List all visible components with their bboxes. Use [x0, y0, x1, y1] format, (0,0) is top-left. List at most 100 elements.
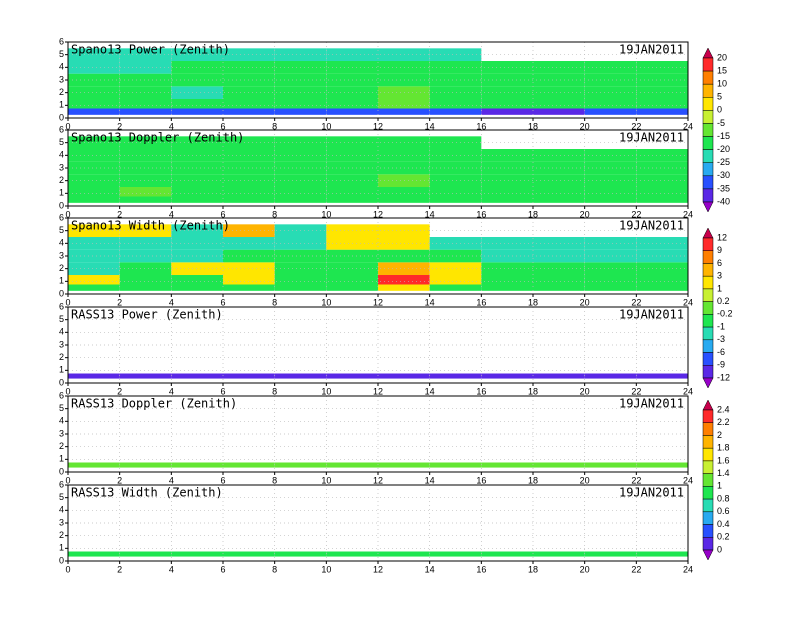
x-tick-label: 16	[476, 297, 486, 307]
heat-cell	[119, 275, 172, 285]
x-tick-label: 8	[272, 209, 277, 219]
x-tick-label: 20	[580, 209, 590, 219]
heat-cell	[68, 61, 120, 74]
heat-cell	[481, 99, 533, 109]
heat-cell	[378, 73, 430, 87]
heat-cell	[429, 108, 482, 115]
x-tick-label: 24	[683, 297, 693, 307]
heat-cell	[68, 99, 120, 109]
colorbar-segment	[702, 326, 714, 341]
colorbar-label: 9	[717, 245, 722, 255]
heat-cell	[429, 262, 482, 275]
y-tick-label: 2	[59, 441, 64, 451]
heat-cell	[119, 262, 172, 275]
colorbar-label: 0.6	[717, 506, 730, 516]
colorbar-segment	[702, 352, 714, 366]
x-tick-label: 2	[117, 386, 122, 396]
y-tick-label: 2	[59, 87, 64, 97]
heat-cell	[223, 551, 275, 557]
heat-cell	[171, 149, 223, 162]
heat-cell	[584, 99, 637, 109]
heat-cell	[68, 108, 120, 115]
y-tick-label: 0	[59, 377, 64, 387]
x-tick-label: 4	[169, 564, 174, 574]
x-tick-label: 24	[683, 475, 693, 485]
heat-cell	[68, 224, 120, 237]
heat-cell	[378, 262, 430, 275]
heat-cell	[171, 551, 223, 557]
heat-cell	[378, 196, 430, 203]
y-tick-label: 5	[59, 137, 64, 147]
heat-cell	[119, 108, 172, 115]
colorbar-label: 2	[717, 430, 722, 440]
x-tick-label: 22	[631, 475, 641, 485]
x-tick-label: 8	[272, 386, 277, 396]
heat-cell	[171, 86, 223, 99]
x-tick-label: 20	[580, 121, 590, 131]
heat-cell	[584, 373, 637, 379]
y-tick-label: 4	[59, 62, 64, 72]
heat-cell	[429, 237, 482, 250]
heat-cell	[119, 61, 172, 74]
colorbar-label: -3	[717, 334, 725, 344]
panel-title: RASS13 Power (Zenith)	[71, 308, 223, 322]
heat-cell	[326, 462, 378, 468]
heat-cell	[481, 187, 533, 197]
panel-title: Spano13 Width (Zenith)	[71, 219, 230, 233]
heat-cell	[584, 73, 637, 87]
heat-cell	[223, 284, 275, 291]
heat-cell	[171, 237, 223, 250]
panel-frame	[67, 217, 689, 295]
y-tick-label: 0	[59, 112, 64, 122]
heat-cell	[378, 99, 430, 109]
colorbar-label: -1	[717, 321, 725, 331]
heat-cell	[378, 551, 430, 557]
heat-cell	[481, 551, 533, 557]
y-tick-label: 6	[59, 479, 64, 489]
heat-cell	[171, 99, 223, 109]
panel-title: RASS13 Doppler (Zenith)	[71, 397, 237, 411]
heat-cell	[533, 249, 585, 263]
x-tick-label: 6	[220, 209, 225, 219]
y-tick-label: 5	[59, 225, 64, 235]
heat-cell	[326, 196, 378, 203]
heat-cell	[171, 249, 223, 263]
colorbar-label: 2.4	[717, 404, 730, 414]
heat-cell	[533, 61, 585, 74]
panel-frame	[67, 41, 689, 119]
heat-cell	[481, 149, 533, 162]
heat-cell	[119, 174, 172, 187]
heat-cell	[119, 136, 172, 149]
heat-cell	[636, 249, 688, 263]
x-tick-label: 4	[169, 475, 174, 485]
heat-cell	[119, 224, 172, 237]
x-tick-label: 12	[373, 297, 383, 307]
heat-cell	[326, 551, 378, 557]
y-tick-label: 3	[59, 162, 64, 172]
x-tick-label: 0	[65, 564, 70, 574]
x-tick-label: 14	[425, 564, 435, 574]
heat-cell	[378, 86, 430, 99]
x-tick-label: 18	[528, 209, 538, 219]
heat-cell	[533, 196, 585, 203]
colorbar-label: 0.2	[717, 296, 730, 306]
heat-cell	[584, 284, 637, 291]
heat-cell	[68, 48, 120, 61]
colorbar-arrow	[702, 227, 714, 239]
colorbar-segment	[702, 486, 714, 500]
heat-cell	[119, 149, 172, 162]
colorbar-segment	[702, 473, 714, 487]
panel-title: Spano13 Doppler (Zenith)	[71, 131, 244, 145]
heat-cell	[223, 275, 275, 285]
heat-cell	[119, 48, 172, 61]
x-tick-label: 8	[272, 121, 277, 131]
heat-cell	[636, 275, 688, 285]
panel-date: 19JAN2011	[619, 486, 684, 500]
colorbar-segment	[702, 83, 714, 98]
colorbar-label: 6	[717, 258, 722, 268]
heat-cell	[636, 187, 688, 197]
heat-cell	[171, 108, 223, 115]
heat-cell	[378, 224, 430, 237]
x-tick-label: 2	[117, 297, 122, 307]
